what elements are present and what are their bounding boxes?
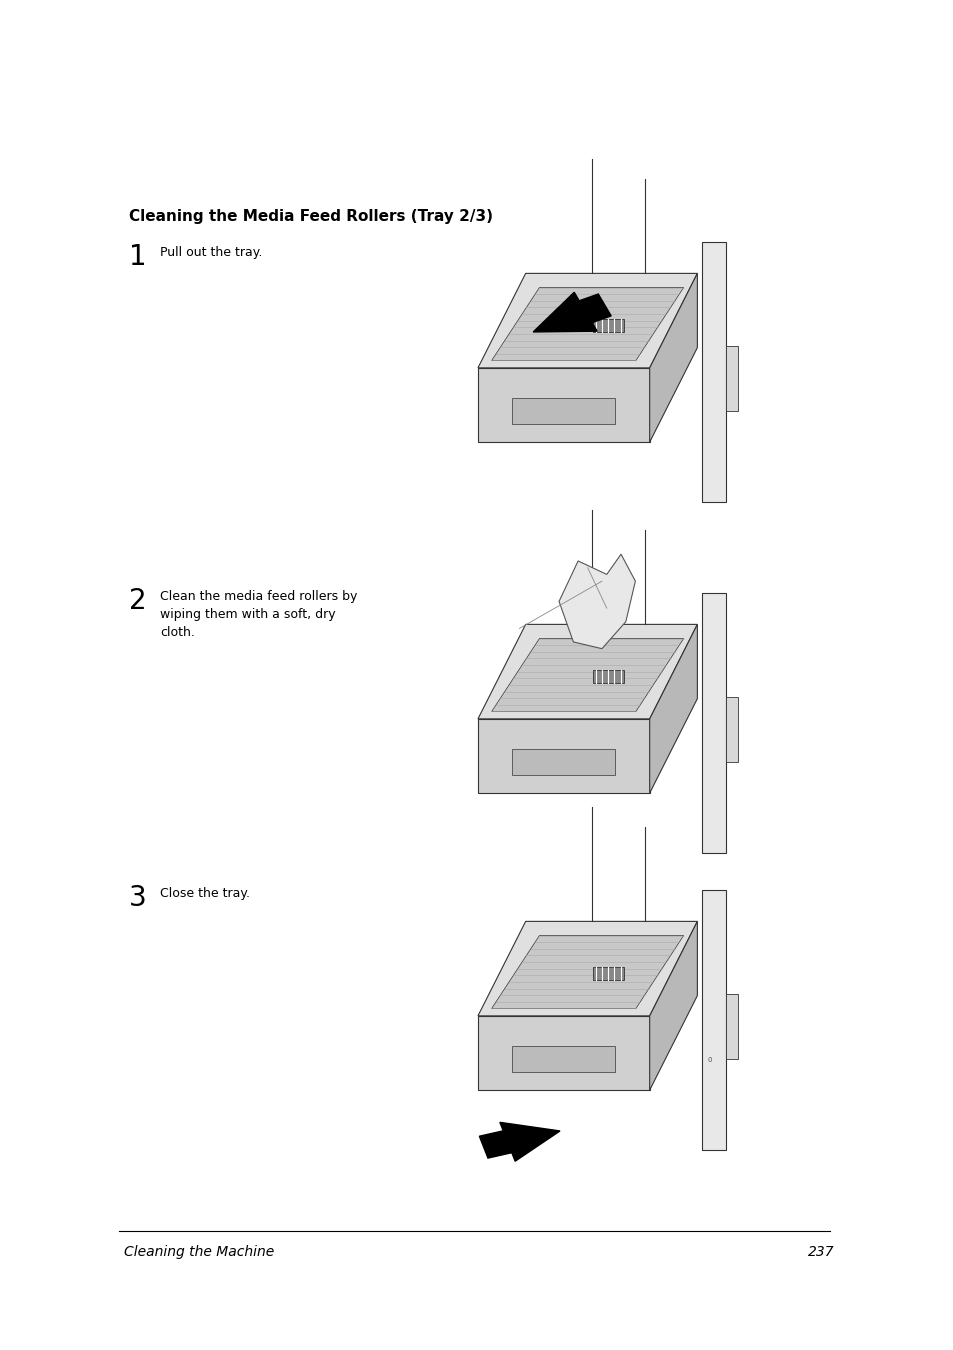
Text: 237: 237 (807, 1245, 834, 1258)
Text: Cleaning the Machine: Cleaning the Machine (124, 1245, 274, 1258)
Text: Cleaning the Media Feed Rollers (Tray 2/3): Cleaning the Media Feed Rollers (Tray 2/… (129, 209, 493, 224)
Text: 2: 2 (129, 587, 146, 616)
Bar (592, 319, 623, 332)
Text: Close the tray.: Close the tray. (160, 887, 250, 900)
Polygon shape (649, 273, 697, 443)
Polygon shape (491, 936, 683, 1008)
Polygon shape (478, 1131, 511, 1158)
Polygon shape (533, 293, 597, 332)
Polygon shape (477, 718, 649, 794)
Text: 1: 1 (129, 243, 146, 271)
Polygon shape (477, 273, 697, 369)
Polygon shape (578, 294, 611, 323)
Bar (701, 242, 725, 502)
Bar (725, 697, 738, 761)
Text: 0: 0 (706, 1057, 711, 1064)
Bar (725, 346, 738, 410)
Polygon shape (499, 1122, 559, 1161)
Polygon shape (512, 1045, 615, 1072)
Polygon shape (512, 397, 615, 424)
Polygon shape (649, 921, 697, 1091)
Bar (592, 670, 623, 683)
Polygon shape (477, 921, 697, 1015)
Polygon shape (477, 369, 649, 443)
Polygon shape (512, 748, 615, 775)
Bar (701, 890, 725, 1150)
Bar (725, 994, 738, 1058)
Bar (701, 593, 725, 853)
Polygon shape (477, 1015, 649, 1091)
Polygon shape (491, 288, 683, 360)
Polygon shape (477, 624, 697, 718)
Text: Pull out the tray.: Pull out the tray. (160, 246, 262, 259)
Polygon shape (558, 555, 635, 649)
Text: 3: 3 (129, 884, 147, 913)
Polygon shape (491, 639, 683, 711)
Polygon shape (649, 624, 697, 794)
Bar (592, 967, 623, 980)
Text: Clean the media feed rollers by
wiping them with a soft, dry
cloth.: Clean the media feed rollers by wiping t… (160, 590, 357, 639)
